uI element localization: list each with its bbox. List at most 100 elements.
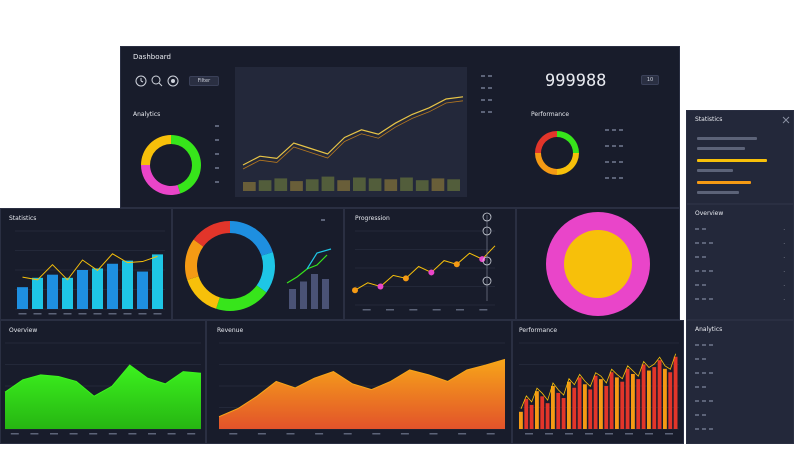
x-tick-label <box>108 433 117 435</box>
trend-line <box>242 96 464 166</box>
bottom-left-panel: Overview <box>0 320 206 444</box>
bar <box>545 403 550 429</box>
side-mid-row[interactable]: · <box>695 267 785 276</box>
counter-badge[interactable]: 10 <box>641 75 659 85</box>
bar <box>572 387 577 429</box>
x-tick-label <box>456 309 464 311</box>
bar <box>47 274 58 309</box>
trend-chart <box>242 96 464 191</box>
side-panel-bottom: Analytics <box>686 320 794 444</box>
top-right-table <box>605 127 675 191</box>
side-bottom-row[interactable] <box>695 369 785 378</box>
bar <box>529 404 534 429</box>
side-bottom-row[interactable] <box>695 383 785 392</box>
donut-slice <box>193 221 230 247</box>
side-mid-row[interactable]: · <box>695 225 785 234</box>
top-right-title: Performance <box>531 111 570 118</box>
side-mid-row[interactable]: · <box>695 295 785 304</box>
bar <box>657 360 662 429</box>
bar <box>604 386 609 429</box>
green-area-chart <box>4 342 202 435</box>
donut-chart-green <box>141 135 201 195</box>
side-bottom-row[interactable] <box>695 355 785 364</box>
x-tick-label <box>33 313 42 315</box>
bar <box>625 368 630 429</box>
bar <box>673 356 678 429</box>
x-tick-label <box>93 313 102 315</box>
orange-area-chart <box>218 342 506 435</box>
mini-bar-chart <box>286 248 332 309</box>
mid-left-title: Statistics <box>9 215 37 222</box>
connector-node <box>482 276 492 286</box>
side-bottom-row[interactable] <box>695 411 785 420</box>
mid-left-panel: Statistics <box>0 208 172 320</box>
bar <box>556 392 561 429</box>
bar <box>652 367 657 429</box>
x-tick-label <box>138 313 147 315</box>
mini-bar <box>300 281 307 309</box>
filter-button[interactable]: Filter <box>189 76 219 86</box>
trend-bar <box>415 180 429 191</box>
bar <box>561 398 566 429</box>
side-mid-row[interactable]: · <box>695 281 785 290</box>
area-line <box>218 358 506 418</box>
donut-slice <box>216 285 267 311</box>
bar <box>641 364 646 429</box>
side-top-title: Statistics <box>695 116 723 123</box>
bar <box>17 287 28 309</box>
bar <box>647 370 651 429</box>
donut-slice <box>557 131 579 153</box>
bar <box>583 384 587 429</box>
donut-slice <box>557 153 579 175</box>
x-tick-label <box>187 433 196 435</box>
scatter-line-chart <box>352 212 496 311</box>
mini-bar <box>289 289 296 309</box>
area-fill <box>219 359 505 429</box>
trend-bar <box>243 182 256 191</box>
x-tick-label <box>585 433 593 435</box>
settings-icon[interactable] <box>167 75 179 87</box>
bar <box>32 277 43 309</box>
x-tick-label <box>479 309 488 311</box>
magenta-donut-panel <box>516 208 680 320</box>
donut-slice <box>171 135 201 194</box>
x-tick-label <box>123 313 132 315</box>
close-icon[interactable] <box>782 116 790 124</box>
bar <box>663 368 667 429</box>
x-tick-label <box>343 433 352 435</box>
side-bottom-title: Analytics <box>695 326 723 333</box>
side-mid-row[interactable]: · <box>695 253 785 262</box>
scatter-point <box>402 275 409 282</box>
x-tick-label <box>625 433 633 435</box>
donut-slice <box>535 131 557 153</box>
trend-bar <box>353 177 366 191</box>
donut-slice <box>141 135 171 165</box>
x-tick-label <box>645 433 653 435</box>
side-bottom-row[interactable] <box>695 397 785 406</box>
top-left-legend <box>215 123 222 193</box>
bar <box>588 389 593 429</box>
side-bottom-row[interactable] <box>695 341 785 350</box>
trend-bar <box>321 176 335 191</box>
bar <box>636 379 641 429</box>
scatter-point <box>352 287 358 294</box>
scatter-point <box>428 269 435 276</box>
donut-slice <box>230 221 273 256</box>
mid-chart-title: Progression <box>355 215 390 222</box>
x-tick-label <box>565 433 573 435</box>
area-line <box>4 364 202 397</box>
bar <box>92 268 103 309</box>
trend-bar <box>337 180 350 191</box>
bar <box>631 373 635 429</box>
side-bottom-row[interactable] <box>695 425 785 434</box>
search-icon[interactable] <box>151 75 163 87</box>
x-tick-label <box>89 433 98 435</box>
side-mid-row[interactable]: · <box>695 239 785 248</box>
x-tick-label <box>665 433 673 435</box>
bar-overlay-line <box>22 253 158 281</box>
mid-chart-panel: Progression <box>344 208 516 320</box>
x-tick-label <box>386 309 394 311</box>
clock-icon[interactable] <box>135 75 147 87</box>
side-mid-title: Overview <box>695 210 724 217</box>
side-bar-5 <box>697 181 751 184</box>
